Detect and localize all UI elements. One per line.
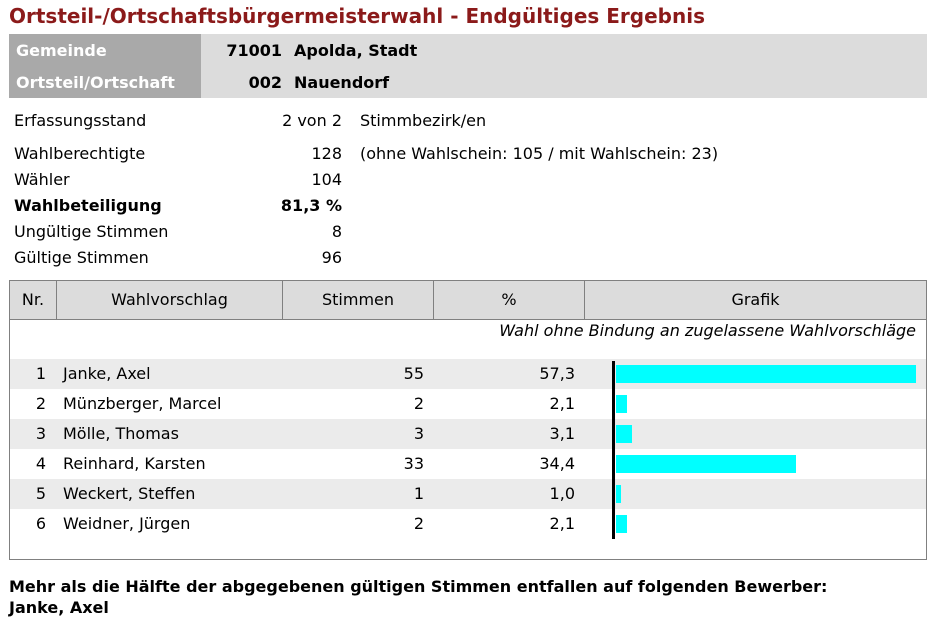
table-header: Nr. Wahlvorschlag Stimmen % Grafik	[10, 281, 926, 320]
erfassung-extra: Stimmbezirk/en	[360, 111, 487, 130]
ortsteil-name: Nauendorf	[294, 73, 390, 92]
candidate-votes: 2	[413, 394, 424, 413]
page-title: Ortsteil-/Ortschaftsbürgermeisterwahl - …	[9, 4, 705, 28]
binding-note: Wahl ohne Bindung an zugelassene Wahlvor…	[499, 321, 916, 340]
table-row: 2 Münzberger, Marcel 2 2,1	[10, 389, 926, 419]
candidate-votes: 1	[413, 484, 424, 503]
candidate-number: 4	[35, 454, 46, 473]
table-row: 1 Janke, Axel 55 57,3	[10, 359, 926, 389]
candidate-number: 3	[35, 424, 46, 443]
table-row: 4 Reinhard, Karsten 33 34,4	[10, 449, 926, 479]
erfassung-value: 2 von 2	[282, 111, 342, 130]
beteiligung-label: Wahlbeteiligung	[14, 196, 162, 215]
candidate-percent: 1,0	[549, 484, 575, 503]
candidate-name: Weckert, Steffen	[63, 484, 196, 503]
candidate-number: 1	[35, 364, 46, 383]
gemeinde-label: Gemeinde	[16, 41, 107, 60]
col-name-header: Wahlvorschlag	[57, 281, 283, 319]
col-nr-header: Nr.	[10, 281, 57, 319]
ortsteil-code: 002	[248, 73, 282, 92]
candidate-votes: 33	[403, 454, 424, 473]
candidate-votes: 2	[413, 514, 424, 533]
table-row: 5 Weckert, Steffen 1 1,0	[10, 479, 926, 509]
candidate-number: 6	[35, 514, 46, 533]
wahlberechtigte-label: Wahlberechtigte	[14, 144, 146, 163]
candidate-number: 2	[35, 394, 46, 413]
vote-share-bar	[616, 485, 622, 503]
table-row: 3 Mölle, Thomas 3 3,1	[10, 419, 926, 449]
gueltig-value: 96	[321, 248, 342, 267]
candidate-number: 5	[35, 484, 46, 503]
graph-axis	[612, 361, 615, 539]
wahlberechtigte-value: 128	[311, 144, 342, 163]
candidate-percent: 2,1	[549, 514, 575, 533]
header-label-column	[9, 34, 201, 98]
candidate-percent: 34,4	[539, 454, 575, 473]
gueltig-label: Gültige Stimmen	[14, 248, 149, 267]
gemeinde-name: Apolda, Stadt	[294, 41, 418, 60]
candidate-name: Mölle, Thomas	[63, 424, 179, 443]
candidate-votes: 3	[413, 424, 424, 443]
candidate-name: Münzberger, Marcel	[63, 394, 222, 413]
gemeinde-code: 71001	[226, 41, 282, 60]
candidate-votes: 55	[403, 364, 424, 383]
col-pct-header: %	[434, 281, 585, 319]
vote-share-bar	[616, 365, 916, 383]
table-row: 6 Weidner, Jürgen 2 2,1	[10, 509, 926, 539]
vote-share-bar	[616, 455, 797, 473]
result-summary: Mehr als die Hälfte der abgegebenen gült…	[9, 576, 827, 618]
candidate-percent: 2,1	[549, 394, 575, 413]
candidate-name: Janke, Axel	[63, 364, 151, 383]
ungueltig-label: Ungültige Stimmen	[14, 222, 169, 241]
waehler-label: Wähler	[14, 170, 70, 189]
candidate-percent: 3,1	[549, 424, 575, 443]
summary-text: Mehr als die Hälfte der abgegebenen gült…	[9, 577, 828, 596]
vote-share-bar	[616, 515, 627, 533]
municipality-header: Gemeinde 71001 Apolda, Stadt Ortsteil/Or…	[9, 34, 927, 98]
beteiligung-value: 81,3 %	[280, 196, 342, 215]
candidate-name: Reinhard, Karsten	[63, 454, 206, 473]
wahlberechtigte-extra: (ohne Wahlschein: 105 / mit Wahlschein: …	[360, 144, 719, 163]
vote-share-bar	[616, 425, 633, 443]
col-votes-header: Stimmen	[283, 281, 434, 319]
waehler-value: 104	[311, 170, 342, 189]
results-table: Nr. Wahlvorschlag Stimmen % Grafik Wahl …	[9, 280, 927, 560]
erfassung-label: Erfassungsstand	[14, 111, 147, 130]
ortsteil-label: Ortsteil/Ortschaft	[16, 73, 175, 92]
candidate-percent: 57,3	[539, 364, 575, 383]
vote-share-bar	[616, 395, 627, 413]
col-graph-header: Grafik	[731, 290, 780, 309]
candidate-name: Weidner, Jürgen	[63, 514, 191, 533]
winner-name: Janke, Axel	[9, 598, 109, 617]
ungueltig-value: 8	[331, 222, 342, 241]
